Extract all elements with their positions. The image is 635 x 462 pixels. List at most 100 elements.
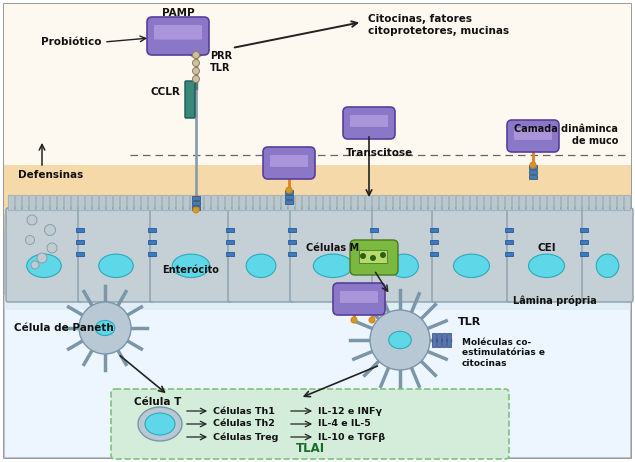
Text: PAMP: PAMP [162,8,194,18]
Bar [580,252,588,256]
FancyBboxPatch shape [540,195,546,211]
FancyBboxPatch shape [582,208,633,302]
FancyBboxPatch shape [582,195,588,211]
FancyBboxPatch shape [603,195,610,211]
Circle shape [380,252,386,258]
FancyBboxPatch shape [6,208,82,302]
Text: TLAI: TLAI [295,443,324,456]
FancyBboxPatch shape [343,107,395,139]
Circle shape [369,317,375,323]
Circle shape [193,207,199,213]
FancyBboxPatch shape [323,195,330,211]
Bar [192,201,200,205]
FancyBboxPatch shape [267,195,273,211]
FancyBboxPatch shape [333,283,385,315]
Bar [226,240,234,244]
FancyBboxPatch shape [470,195,476,211]
Bar [505,240,513,244]
Ellipse shape [246,254,276,278]
Text: Células Treg: Células Treg [213,432,278,442]
FancyBboxPatch shape [263,147,315,179]
Circle shape [44,225,55,236]
FancyBboxPatch shape [141,195,147,211]
FancyBboxPatch shape [372,208,436,302]
FancyBboxPatch shape [260,195,266,211]
Bar [4,210,631,310]
Bar [4,4,631,214]
FancyBboxPatch shape [71,195,77,211]
Bar [430,240,438,244]
FancyBboxPatch shape [246,195,252,211]
FancyBboxPatch shape [350,115,388,127]
FancyBboxPatch shape [113,195,119,211]
FancyBboxPatch shape [340,291,378,303]
FancyBboxPatch shape [624,195,631,211]
FancyBboxPatch shape [547,195,553,211]
Bar [430,252,438,256]
FancyBboxPatch shape [29,195,36,211]
FancyBboxPatch shape [211,195,217,211]
Text: Lâmina própria: Lâmina própria [513,295,597,305]
Text: CEI: CEI [538,243,556,253]
FancyBboxPatch shape [456,195,462,211]
FancyBboxPatch shape [554,195,560,211]
FancyBboxPatch shape [127,195,133,211]
FancyBboxPatch shape [519,195,525,211]
Bar [359,250,387,263]
FancyBboxPatch shape [92,195,98,211]
FancyBboxPatch shape [147,17,209,55]
Circle shape [351,317,357,323]
FancyBboxPatch shape [99,195,105,211]
Circle shape [286,187,292,193]
FancyBboxPatch shape [449,195,455,211]
Circle shape [27,215,37,225]
Bar [226,252,234,256]
Text: Moléculas co-
estimulatórias e
citocinas: Moléculas co- estimulatórias e citocinas [462,338,545,368]
Ellipse shape [528,254,565,278]
Text: Célula de Paneth: Célula de Paneth [14,323,114,333]
Bar [288,228,296,232]
Circle shape [192,75,199,83]
FancyBboxPatch shape [290,208,376,302]
Text: Camada dinâminca
de muco: Camada dinâminca de muco [514,124,618,146]
Circle shape [530,162,536,168]
FancyBboxPatch shape [8,195,15,211]
FancyBboxPatch shape [288,195,294,211]
FancyBboxPatch shape [218,195,224,211]
Bar [529,165,537,169]
FancyBboxPatch shape [134,195,140,211]
FancyBboxPatch shape [428,195,434,211]
Circle shape [47,243,57,253]
FancyBboxPatch shape [400,195,406,211]
FancyBboxPatch shape [365,195,371,211]
Bar [288,252,296,256]
FancyBboxPatch shape [421,195,427,211]
FancyBboxPatch shape [184,195,189,211]
FancyBboxPatch shape [386,195,392,211]
Text: Defensinas: Defensinas [18,170,83,180]
Circle shape [370,255,376,261]
Bar [442,333,446,347]
FancyBboxPatch shape [561,195,567,211]
Bar [505,228,513,232]
FancyBboxPatch shape [507,120,559,152]
FancyBboxPatch shape [507,208,586,302]
FancyBboxPatch shape [15,195,22,211]
FancyBboxPatch shape [36,195,43,211]
FancyBboxPatch shape [432,208,511,302]
Text: IL-10 e TGFβ: IL-10 e TGFβ [318,432,385,442]
Bar [285,195,293,199]
FancyBboxPatch shape [379,195,385,211]
Text: Células M: Células M [307,243,359,253]
FancyBboxPatch shape [533,195,539,211]
FancyBboxPatch shape [309,195,316,211]
FancyBboxPatch shape [350,240,398,275]
Bar [4,165,631,230]
FancyBboxPatch shape [372,195,378,211]
FancyBboxPatch shape [106,195,112,211]
FancyBboxPatch shape [176,195,182,211]
Bar [580,240,588,244]
Bar [370,252,378,256]
FancyBboxPatch shape [78,208,154,302]
FancyBboxPatch shape [57,195,64,211]
